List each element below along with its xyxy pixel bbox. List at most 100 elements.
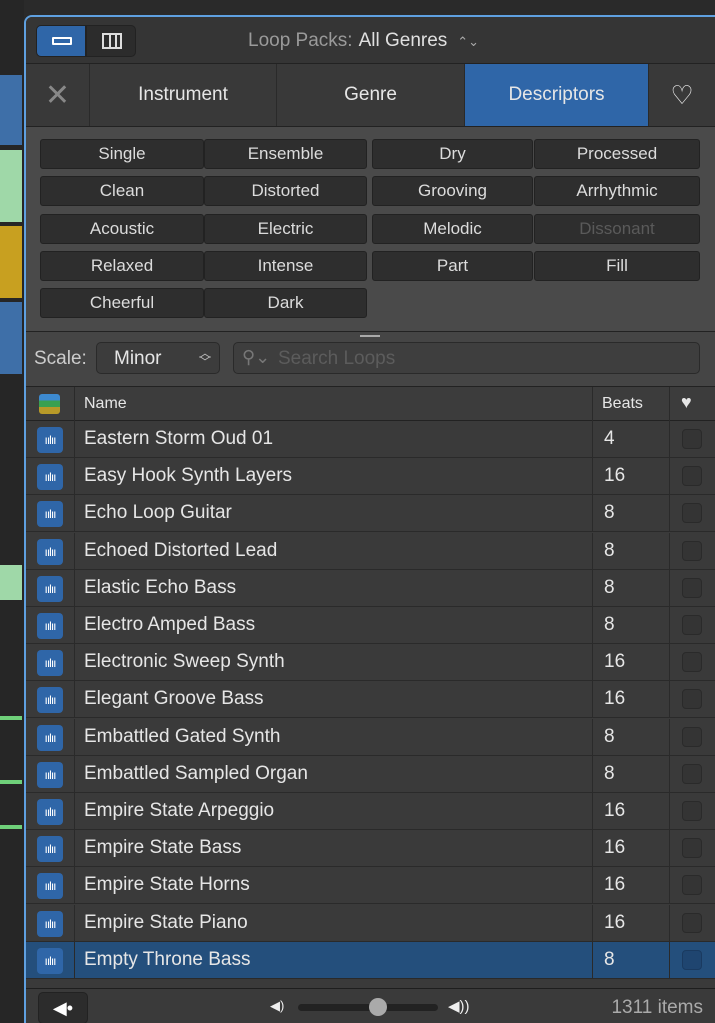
scale-search-bar: Scale: Minor ︿ ﹀ ⚲⌄ Search Loops bbox=[26, 332, 715, 387]
loop-name: Echo Loop Guitar bbox=[84, 502, 232, 524]
favorite-checkbox[interactable] bbox=[682, 540, 702, 561]
audio-waveform-icon: ıılıı bbox=[37, 910, 63, 937]
favorite-checkbox[interactable] bbox=[682, 429, 702, 449]
table-row[interactable]: ıılıı Embattled Sampled Organ 8 bbox=[26, 755, 715, 793]
filter-processed[interactable]: Processed bbox=[534, 139, 700, 169]
table-row[interactable]: ıılıı Empire State Horns 16 bbox=[26, 867, 715, 905]
favorite-checkbox[interactable] bbox=[682, 615, 702, 635]
volume-slider-knob[interactable] bbox=[368, 998, 387, 1016]
audio-waveform-icon: ıılıı bbox=[37, 947, 63, 974]
table-row[interactable]: ıılıı Empty Throne Bass 8 bbox=[26, 941, 715, 979]
loop-name: Echoed Distorted Lead bbox=[84, 539, 278, 561]
loop-beats: 8 bbox=[604, 948, 615, 970]
button-view-icon bbox=[52, 37, 72, 45]
loop-name: Empire State Piano bbox=[84, 911, 248, 933]
button-view-button[interactable] bbox=[36, 25, 86, 57]
audio-waveform-icon: ıılıı bbox=[37, 687, 63, 714]
column-header-beats[interactable]: Beats bbox=[602, 395, 643, 412]
audio-waveform-icon: ıılıı bbox=[37, 761, 63, 788]
scale-select[interactable]: Minor ︿ ﹀ bbox=[96, 342, 220, 374]
filter-intense[interactable]: Intense bbox=[204, 250, 367, 281]
tab-instrument[interactable]: Instrument bbox=[90, 64, 277, 126]
favorite-checkbox[interactable] bbox=[682, 577, 702, 598]
loop-beats: 8 bbox=[604, 725, 615, 747]
filter-distorted[interactable]: Distorted bbox=[204, 176, 367, 207]
audio-waveform-icon: ıılıı bbox=[37, 836, 63, 863]
filter-dry[interactable]: Dry bbox=[372, 139, 533, 169]
favorite-checkbox[interactable] bbox=[682, 726, 702, 747]
tab-descriptors[interactable]: Descriptors bbox=[465, 64, 649, 126]
table-row[interactable]: ıılıı Embattled Gated Synth 8 bbox=[26, 718, 715, 756]
filter-clean[interactable]: Clean bbox=[40, 176, 204, 207]
volume-low-icon: ◀) bbox=[270, 998, 285, 1013]
filter-dissonant[interactable]: Dissonant bbox=[534, 213, 700, 244]
filter-relaxed[interactable]: Relaxed bbox=[40, 250, 204, 281]
favorite-checkbox[interactable] bbox=[682, 689, 702, 710]
updown-chevron-icon: ︿ ﹀ bbox=[198, 346, 211, 369]
favorite-checkbox[interactable] bbox=[682, 875, 702, 896]
column-header-favorite-heart-icon[interactable]: ♥ bbox=[681, 392, 692, 412]
filter-cheerful[interactable]: Cheerful bbox=[40, 288, 204, 319]
tab-genre[interactable]: Genre bbox=[277, 64, 465, 126]
table-row[interactable]: ıılıı Echoed Distorted Lead 8 bbox=[26, 532, 715, 570]
loop-name: Electro Amped Bass bbox=[84, 614, 256, 635]
table-row[interactable]: ıılıı Empire State Bass 16 bbox=[26, 830, 715, 868]
table-row[interactable]: ıılıı Electro Amped Bass 8 bbox=[26, 607, 715, 644]
search-input[interactable]: ⚲⌄ Search Loops bbox=[233, 342, 700, 374]
loop-beats: 8 bbox=[604, 576, 615, 598]
table-row[interactable]: ıılıı Eastern Storm Oud 01 4 bbox=[26, 421, 715, 458]
favorite-checkbox[interactable] bbox=[682, 912, 702, 933]
filter-melodic[interactable]: Melodic bbox=[372, 213, 533, 244]
favorite-checkbox[interactable] bbox=[682, 503, 702, 524]
descriptor-filters: Single Ensemble Dry Processed Clean Distorted… bbox=[26, 127, 715, 332]
loop-beats: 16 bbox=[604, 651, 626, 673]
filter-arrhythmic[interactable]: Arrhythmic bbox=[534, 176, 700, 207]
favorite-checkbox[interactable] bbox=[682, 466, 702, 487]
resize-handle[interactable] bbox=[360, 335, 380, 337]
audio-waveform-icon: ıılıı bbox=[37, 538, 63, 565]
reset-close-icon[interactable]: ✕ bbox=[26, 64, 90, 126]
search-placeholder: Search Loops bbox=[278, 348, 396, 369]
loop-name: Embattled Gated Synth bbox=[84, 725, 281, 747]
favorites-heart-icon[interactable]: ♡ bbox=[670, 79, 694, 110]
loop-beats: 16 bbox=[604, 688, 626, 710]
table-row[interactable]: ıılıı Empire State Arpeggio 16 bbox=[26, 793, 715, 830]
loop-beats: 8 bbox=[604, 762, 615, 784]
table-row[interactable]: ıılıı Empire State Piano 16 bbox=[26, 904, 715, 942]
table-row[interactable]: ıılıı Echo Loop Guitar 8 bbox=[26, 495, 715, 533]
loop-name: Elastic Echo Bass bbox=[84, 576, 237, 598]
favorite-checkbox[interactable] bbox=[682, 801, 702, 821]
loop-beats: 16 bbox=[604, 911, 626, 933]
filter-single[interactable]: Single bbox=[40, 139, 204, 169]
audio-waveform-icon: ıılıı bbox=[37, 613, 63, 639]
column-header-name[interactable]: Name bbox=[84, 395, 127, 412]
volume-high-icon: ◀)) bbox=[448, 998, 470, 1015]
favorite-checkbox[interactable] bbox=[682, 838, 702, 859]
loop-packs-menu[interactable]: Loop Packs: All Genres ⌃⌄ bbox=[248, 30, 479, 52]
table-row[interactable]: ıılıı Elastic Echo Bass 8 bbox=[26, 569, 715, 607]
table-row[interactable]: ıılıı Electronic Sweep Synth 16 bbox=[26, 644, 715, 682]
filter-part[interactable]: Part bbox=[372, 250, 533, 281]
filter-ensemble[interactable]: Ensemble bbox=[204, 139, 367, 169]
filter-fill[interactable]: Fill bbox=[534, 250, 700, 281]
table-row[interactable]: ıılıı Elegant Groove Bass 16 bbox=[26, 681, 715, 719]
preview-speaker-button[interactable]: ◀• bbox=[38, 992, 88, 1023]
favorite-checkbox[interactable] bbox=[682, 763, 702, 784]
background-track-area bbox=[0, 0, 24, 1023]
filter-acoustic[interactable]: Acoustic bbox=[40, 213, 204, 244]
color-legend-icon[interactable] bbox=[39, 394, 60, 414]
column-view-icon bbox=[102, 33, 122, 49]
audio-waveform-icon: ıılıı bbox=[37, 427, 63, 453]
favorite-checkbox[interactable] bbox=[682, 652, 702, 673]
table-row[interactable]: ıılıı Easy Hook Synth Layers 16 bbox=[26, 458, 715, 496]
loop-name: Empty Throne Bass bbox=[84, 948, 251, 970]
filter-electric[interactable]: Electric bbox=[204, 213, 367, 244]
column-view-button[interactable] bbox=[86, 25, 136, 57]
favorite-checkbox[interactable] bbox=[682, 949, 702, 970]
volume-slider[interactable] bbox=[298, 998, 438, 1016]
category-tabs: ✕ Instrument Genre Descriptors ♡ bbox=[26, 64, 715, 127]
filter-grooving[interactable]: Grooving bbox=[372, 176, 533, 207]
updown-chevron-icon: ⌃⌄ bbox=[457, 34, 480, 49]
audio-waveform-icon: ıılıı bbox=[37, 873, 63, 900]
filter-dark[interactable]: Dark bbox=[204, 288, 367, 319]
